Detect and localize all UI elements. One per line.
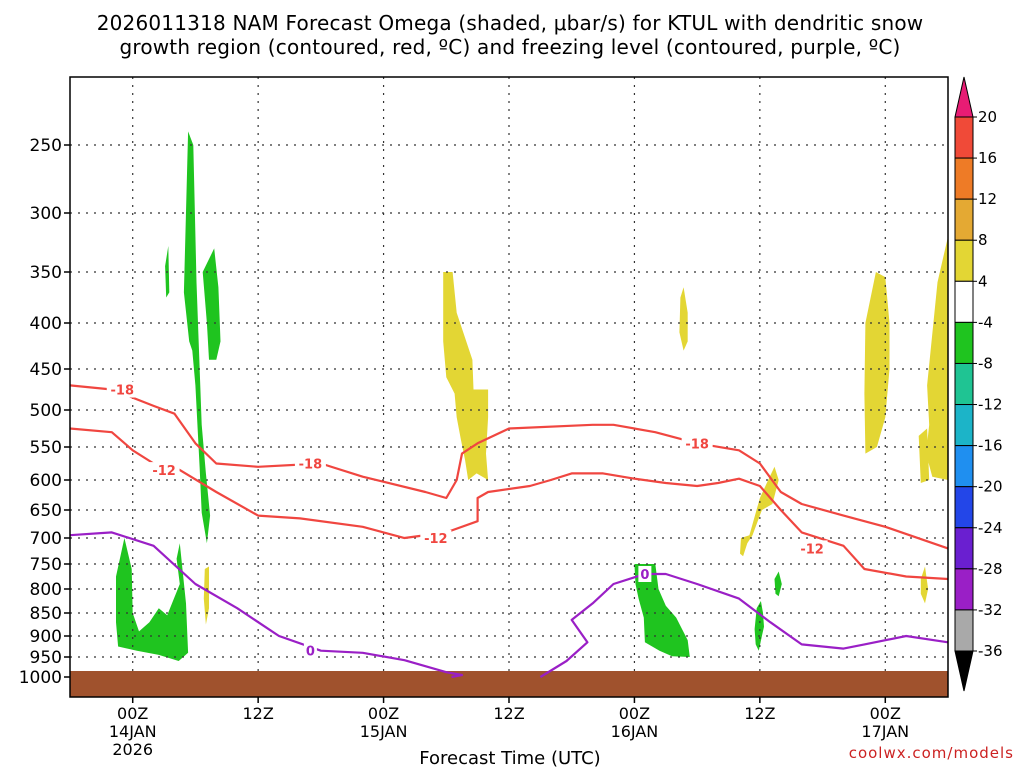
colorbar-top-arrow — [955, 77, 973, 117]
colorbar-box-1 — [955, 158, 973, 199]
colorbar-label-13: -36 — [978, 642, 1003, 660]
contour-label-1-1: -12 — [424, 532, 448, 547]
x-tick-date-6: 14JAN — [109, 722, 157, 741]
colorbar-label-10: -24 — [978, 519, 1003, 537]
colorbar-box-2 — [955, 199, 973, 240]
y-axis-ticks: 250 300 350 400 450 500 550 600 650 700 750 800 850 9… — [19, 136, 70, 688]
x-tick-label-42: 12Z — [493, 704, 524, 723]
colorbar-label-9: -20 — [978, 478, 1003, 496]
y-tick-label-400: 400 — [30, 314, 62, 334]
y-tick-label-450: 450 — [30, 360, 62, 380]
y-tick-label-900: 900 — [30, 627, 62, 647]
colorbar: 20 16 12 8 4 -4 -8 -12 -16 -20 -24 -28 -32 -36 — [955, 77, 1003, 691]
colorbar-label-3: 8 — [978, 231, 988, 249]
colorbar-box-6 — [955, 363, 973, 404]
x-tick-label-78: 00Z — [870, 704, 901, 723]
colorbar-box-8 — [955, 446, 973, 487]
colorbar-label-1: 16 — [978, 149, 997, 167]
colorbar-box-12 — [955, 610, 973, 651]
y-tick-label-700: 700 — [30, 529, 62, 549]
x-tick-date-30: 15JAN — [360, 722, 408, 741]
colorbar-box-9 — [955, 487, 973, 528]
y-tick-label-850: 850 — [30, 604, 62, 624]
contour-label-1-0: -12 — [152, 464, 176, 479]
y-tick-label-1000: 1000 — [19, 668, 62, 688]
terrain-layer — [70, 671, 948, 697]
contour-label-1-2: -12 — [800, 542, 824, 557]
x-tick-label-6: 00Z — [117, 704, 148, 723]
colorbar-label-2: 12 — [978, 190, 997, 208]
colorbar-box-3 — [955, 240, 973, 281]
contour-label-3-0: 0 — [640, 568, 649, 583]
colorbar-label-4: 4 — [978, 272, 988, 290]
colorbar-box-10 — [955, 528, 973, 569]
contour-label-0-1: -18 — [299, 458, 323, 473]
contour-label-2-0: 0 — [306, 645, 315, 660]
plot-background — [70, 77, 948, 697]
y-tick-label-600: 600 — [30, 471, 62, 491]
chart-title-line2: growth region (contoured, red, ºC) and f… — [119, 35, 900, 59]
contour-label-0-0: -18 — [111, 384, 135, 399]
y-tick-label-800: 800 — [30, 580, 62, 600]
credit-text: coolwx.com/models — [849, 744, 1014, 762]
colorbar-box-4 — [955, 281, 973, 322]
colorbar-label-0: 20 — [978, 108, 997, 126]
colorbar-box-5 — [955, 322, 973, 363]
x-tick-date-78: 17JAN — [861, 722, 909, 741]
x-tick-date-54: 16JAN — [611, 722, 659, 741]
colorbar-box-0 — [955, 117, 973, 158]
y-tick-label-350: 350 — [30, 263, 62, 283]
y-tick-label-500: 500 — [30, 401, 62, 421]
y-tick-label-650: 650 — [30, 501, 62, 521]
colorbar-label-5: -4 — [978, 313, 993, 331]
omega-cross-section-chart: 2026011318 NAM Forecast Omega (shaded, μ… — [0, 0, 1024, 768]
colorbar-bottom-arrow — [955, 651, 973, 691]
y-tick-label-550: 550 — [30, 438, 62, 458]
colorbar-label-8: -16 — [978, 437, 1003, 455]
colorbar-box-11 — [955, 569, 973, 610]
chart-root: 2026011318 NAM Forecast Omega (shaded, μ… — [0, 0, 1024, 768]
contour-label-0-2: -18 — [685, 437, 709, 452]
y-tick-label-750: 750 — [30, 555, 62, 575]
chart-title-line1: 2026011318 NAM Forecast Omega (shaded, μ… — [97, 11, 924, 35]
plot-area — [70, 77, 948, 697]
x-tick-year-6: 2026 — [112, 740, 153, 759]
y-tick-label-250: 250 — [30, 136, 62, 156]
colorbar-label-7: -12 — [978, 396, 1003, 414]
colorbar-label-11: -28 — [978, 560, 1003, 578]
y-tick-label-950: 950 — [30, 648, 62, 668]
colorbar-label-6: -8 — [978, 354, 993, 372]
y-tick-label-300: 300 — [30, 204, 62, 224]
x-tick-label-66: 12Z — [744, 704, 775, 723]
x-tick-label-30: 00Z — [368, 704, 399, 723]
x-axis-label: Forecast Time (UTC) — [419, 748, 600, 768]
x-tick-label-54: 00Z — [619, 704, 650, 723]
ground-terrain — [70, 671, 948, 697]
x-tick-label-18: 12Z — [242, 704, 273, 723]
colorbar-box-7 — [955, 405, 973, 446]
colorbar-label-12: -32 — [978, 601, 1003, 619]
